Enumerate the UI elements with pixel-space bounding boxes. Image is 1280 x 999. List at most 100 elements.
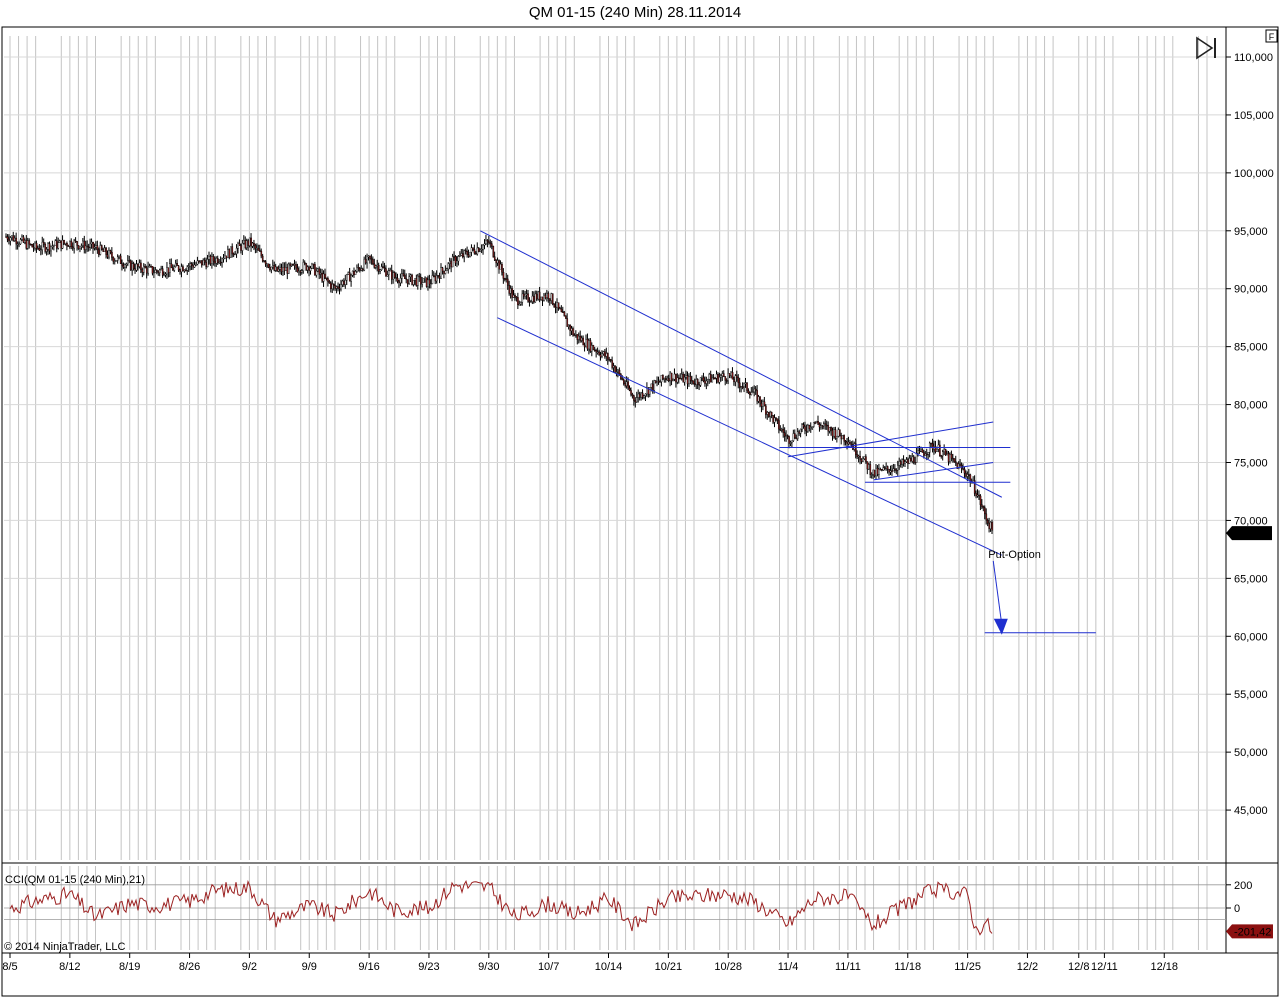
price-tick-label: 90,000 xyxy=(1234,284,1268,296)
candle-body xyxy=(493,256,496,261)
candle-body xyxy=(32,246,35,249)
flag-icon[interactable] xyxy=(1265,29,1278,43)
candle-body xyxy=(482,244,484,250)
price-tick-label: 80,000 xyxy=(1234,400,1268,412)
candle-body xyxy=(520,301,522,305)
candle-body xyxy=(457,256,460,262)
candle-body xyxy=(338,288,341,290)
candle-body xyxy=(472,247,474,250)
candle-body xyxy=(22,236,25,243)
candle-body xyxy=(83,240,86,250)
candle-body xyxy=(715,373,718,379)
candle-body xyxy=(290,263,293,266)
candle-body xyxy=(963,468,966,474)
candle-body xyxy=(585,339,587,348)
candle-body xyxy=(663,378,666,380)
candle-body xyxy=(498,260,500,270)
candle-body xyxy=(82,240,84,246)
candle-body xyxy=(839,429,841,436)
candle-body xyxy=(840,435,843,440)
candle-body xyxy=(717,373,719,383)
candle-body xyxy=(821,425,824,427)
candle-body xyxy=(253,242,255,246)
candle-body xyxy=(279,267,281,270)
candle-body xyxy=(324,273,326,279)
candle-body xyxy=(701,377,703,379)
candle-body xyxy=(744,382,747,384)
candle-body xyxy=(406,279,409,284)
candle-body xyxy=(13,237,16,242)
candle-body xyxy=(533,295,535,303)
candle-body xyxy=(569,325,571,331)
price-tick-label: 65,000 xyxy=(1234,573,1268,585)
candle-body xyxy=(129,260,132,271)
cci-last-marker xyxy=(1226,924,1273,939)
candle-body xyxy=(76,241,78,246)
candle-body xyxy=(388,270,390,275)
candle-body xyxy=(682,373,685,383)
candle-body xyxy=(672,379,674,382)
candle-body xyxy=(823,423,825,427)
candle-body xyxy=(754,388,757,391)
candle-body xyxy=(714,377,716,380)
candle-body xyxy=(878,468,880,475)
candle-body xyxy=(57,242,60,249)
candle-body xyxy=(530,301,532,303)
candle-body xyxy=(720,375,722,378)
candle-body xyxy=(116,256,119,261)
candle-body xyxy=(209,256,212,264)
candle-body xyxy=(820,425,822,428)
candle-body xyxy=(897,465,899,471)
candle-body xyxy=(311,263,313,269)
candle-body xyxy=(15,237,18,245)
candle-body xyxy=(308,266,310,271)
candle-body xyxy=(637,393,640,398)
candle-body xyxy=(330,282,332,289)
candle-body xyxy=(476,247,479,255)
candle-body xyxy=(315,270,318,276)
date-tick-label: 8/19 xyxy=(119,961,140,973)
candle-body xyxy=(143,265,145,273)
candle-body xyxy=(198,260,200,263)
candle-body xyxy=(306,266,309,271)
candle-body xyxy=(128,260,131,262)
candlestick-series xyxy=(5,231,993,535)
candle-body xyxy=(501,263,503,273)
candle-body xyxy=(99,245,102,255)
candle-body xyxy=(860,459,863,462)
candle-body xyxy=(343,280,345,285)
candle-body xyxy=(27,240,29,249)
candle-body xyxy=(921,449,924,453)
candle-body xyxy=(47,243,49,250)
candle-body xyxy=(177,265,180,271)
channel-lower-line xyxy=(497,317,1003,556)
skip-forward-icon[interactable] xyxy=(1196,36,1216,60)
candle-body xyxy=(721,373,724,377)
candle-body xyxy=(383,267,386,270)
candle-body xyxy=(399,278,402,284)
candle-body xyxy=(385,268,387,277)
date-tick-label: 11/25 xyxy=(954,961,981,973)
candle-body xyxy=(418,275,421,278)
trend-drawings[interactable]: Put-Option xyxy=(480,230,1096,635)
candle-body xyxy=(304,262,306,264)
candle-body xyxy=(814,422,816,424)
candle-body xyxy=(469,251,471,257)
candle-body xyxy=(96,245,99,250)
candle-body xyxy=(86,245,89,248)
candle-body xyxy=(911,456,914,462)
candle-body xyxy=(295,264,297,269)
candle-body xyxy=(340,284,342,290)
candle-body xyxy=(263,260,266,263)
candle-body xyxy=(473,249,476,254)
candle-body xyxy=(855,443,857,455)
candle-body xyxy=(625,381,628,386)
candle-body xyxy=(438,275,441,279)
candle-body xyxy=(753,388,756,393)
candle-body xyxy=(37,247,39,250)
candle-body xyxy=(699,377,702,386)
candle-body xyxy=(160,268,163,271)
candle-body xyxy=(420,276,422,285)
candle-body xyxy=(608,358,611,361)
